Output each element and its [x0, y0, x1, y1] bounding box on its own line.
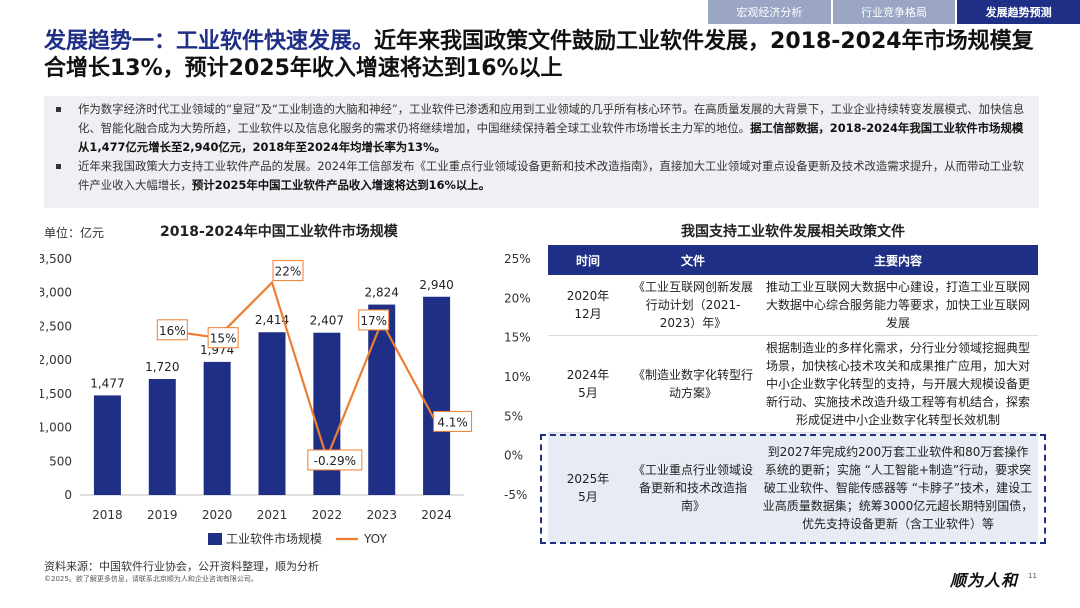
company-logo: 顺为人和	[950, 571, 1019, 590]
cell-content: 推动工业互联网大数据中心建设，打造工业互联网大数据中心综合服务能力等要求，加快工…	[758, 275, 1038, 336]
bar-value-label: 2,407	[310, 314, 344, 328]
page-number: 11	[1028, 572, 1037, 580]
x-tick-label: 2020	[202, 508, 233, 522]
bar-2023	[368, 304, 396, 495]
x-tick-label: 2024	[421, 508, 452, 522]
y-left-tick-label: 0	[64, 488, 72, 502]
x-tick-label: 2019	[147, 508, 178, 522]
cell-time: 2024年 5月	[548, 335, 628, 433]
bullet-text: 作为数字经济时代工业领域的“皇冠”及“工业制造的大脑和神经”，工业软件已渗透和应…	[78, 102, 1025, 135]
cell-content: 根据制造业的多样化需求，分行业分领域挖掘典型场景，加快核心技术攻关和成果推广应用…	[758, 335, 1038, 433]
bullet-text: 近年来我国政策大力支持工业软件产品的发展。2024年工信部发布《工业重点行业领域…	[78, 159, 1024, 192]
y-left-tick-label: 1,500	[40, 387, 72, 401]
x-tick-label: 2021	[257, 508, 288, 522]
cell-time: 2020年 12月	[548, 275, 628, 336]
summary-bullet: 近年来我国政策大力支持工业软件产品的发展。2024年工信部发布《工业重点行业领域…	[56, 157, 1029, 195]
table-row-highlighted: 2025年 5月 《工业重点行业领域设备更新和技术改造指南》 到2027年完成约…	[548, 432, 1038, 543]
header-file: 文件	[628, 245, 758, 275]
yoy-label-box	[358, 309, 390, 331]
legend-line-label: YOY	[363, 532, 387, 546]
bar-2020	[203, 361, 231, 495]
bar-value-label: 2,824	[365, 286, 399, 300]
y-right-tick-label: 10%	[504, 370, 531, 384]
yoy-value-label: 17%	[360, 314, 387, 328]
copyright-note: ©2025。欲了解更多信息，请联系北京顺为人和企业咨询有限公司。	[44, 575, 258, 583]
y-right-tick-label: -5%	[504, 488, 527, 502]
y-right-tick-label: 5%	[504, 409, 523, 423]
policy-table-title: 我国支持工业软件发展相关政策文件	[681, 224, 905, 240]
top-nav-tabs: 宏观经济分析 行业竞争格局 发展趋势预测	[706, 0, 1080, 24]
bullet-square-icon	[56, 107, 61, 112]
yoy-value-label: 15%	[210, 332, 237, 346]
y-left-tick-label: 500	[49, 454, 72, 468]
tab-competition[interactable]: 行业竞争格局	[832, 0, 956, 24]
page-title: 发展趋势一：工业软件快速发展。近年来我国政策文件鼓励工业软件发展，2018-20…	[44, 28, 1044, 82]
bar-value-label: 2,414	[255, 313, 289, 327]
y-left-tick-label: 3,000	[40, 286, 72, 300]
yoy-label-box	[307, 449, 363, 471]
cell-file: 《工业互联网创新发展行动计划（2021-2023）年》	[628, 275, 758, 336]
cell-content: 到2027年完成约200万套工业软件和80万套操作系统的更新；实施 “人工智能+…	[758, 432, 1038, 543]
x-tick-label: 2018	[92, 508, 123, 522]
bar-2019	[148, 379, 176, 495]
x-tick-label: 2023	[366, 508, 397, 522]
y-left-tick-label: 2,000	[40, 353, 72, 367]
x-tick-label: 2022	[312, 508, 343, 522]
page-title-rest: 近年来我国政策文件鼓励工业软件发展，2018-2024年市场规模复合增长13%，…	[44, 29, 1034, 81]
summary-bullet: 作为数字经济时代工业领域的“皇冠”及“工业制造的大脑和神经”，工业软件已渗透和应…	[56, 100, 1029, 157]
y-left-tick-label: 1,000	[40, 421, 72, 435]
yoy-value-label: -0.29%	[314, 454, 356, 468]
table-row: 2024年 5月 《制造业数字化转型行动方案》 根据制造业的多样化需求，分行业分…	[548, 335, 1038, 433]
bullet-bold-text: 据工信部数据，2018-2024年我国工业软件市场规模从1,477亿元增长至2,…	[78, 121, 1024, 154]
y-right-tick-label: 0%	[504, 449, 523, 463]
chart-unit-label: 单位：亿元	[44, 226, 105, 240]
tab-trend-forecast[interactable]: 发展趋势预测	[957, 0, 1080, 24]
tab-macro-economy[interactable]: 宏观经济分析	[708, 0, 831, 24]
table-row: 2020年 12月 《工业互联网创新发展行动计划（2021-2023）年》 推动…	[548, 275, 1038, 336]
y-left-tick-label: 2,500	[40, 319, 72, 333]
policy-table: 时间 文件 主要内容 2020年 12月 《工业互联网创新发展行动计划（2021…	[548, 245, 1038, 543]
page-title-highlight: 发展趋势一：工业软件快速发展。	[44, 29, 375, 54]
cell-file: 《制造业数字化转型行动方案》	[628, 335, 758, 433]
header-time: 时间	[548, 245, 628, 275]
bullet-square-icon	[56, 164, 61, 169]
legend-bar-label: 工业软件市场规模	[226, 531, 322, 546]
yoy-line	[162, 280, 438, 462]
header-content: 主要内容	[758, 245, 1038, 275]
yoy-value-label: 16%	[159, 324, 186, 338]
y-left-tick-label: 3,500	[40, 252, 72, 266]
yoy-label-box	[156, 319, 188, 341]
bar-value-label: 2,940	[419, 278, 453, 292]
bar-value-label: 1,477	[90, 376, 124, 390]
yoy-label-box	[207, 327, 239, 349]
source-note: 资料来源：中国软件行业协会，公开资料整理，顺为分析	[44, 560, 319, 573]
bar-2018	[93, 395, 121, 495]
y-right-tick-label: 15%	[504, 331, 531, 345]
y-right-tick-label: 20%	[504, 291, 531, 305]
chart-title: 2018-2024年中国工业软件市场规模	[160, 224, 398, 240]
bar-value-label: 1,720	[145, 360, 179, 374]
cell-time: 2025年 5月	[548, 432, 628, 543]
bar-2024	[423, 296, 451, 495]
policy-table-header: 时间 文件 主要内容	[548, 245, 1038, 275]
summary-box: 作为数字经济时代工业领域的“皇冠”及“工业制造的大脑和神经”，工业软件已渗透和应…	[44, 96, 1039, 208]
yoy-value-label: 4.1%	[437, 415, 468, 429]
bar-2021	[258, 332, 286, 495]
market-size-chart: 0 500 1,000 1,500 2,000 2,500 3,000 3,500 -5% 0% 5…	[40, 252, 531, 546]
yoy-label-box	[272, 260, 304, 282]
yoy-value-label: 22%	[275, 265, 302, 279]
y-right-tick-label: 25%	[504, 252, 531, 266]
bullet-bold-text: 预计2025年中国工业软件产品收入增速将达到16%以上。	[191, 178, 491, 192]
legend-bar-swatch	[208, 533, 222, 545]
yoy-label-box	[433, 410, 473, 432]
cell-file: 《工业重点行业领域设备更新和技术改造指南》	[628, 432, 758, 543]
bar-2022	[313, 332, 341, 495]
